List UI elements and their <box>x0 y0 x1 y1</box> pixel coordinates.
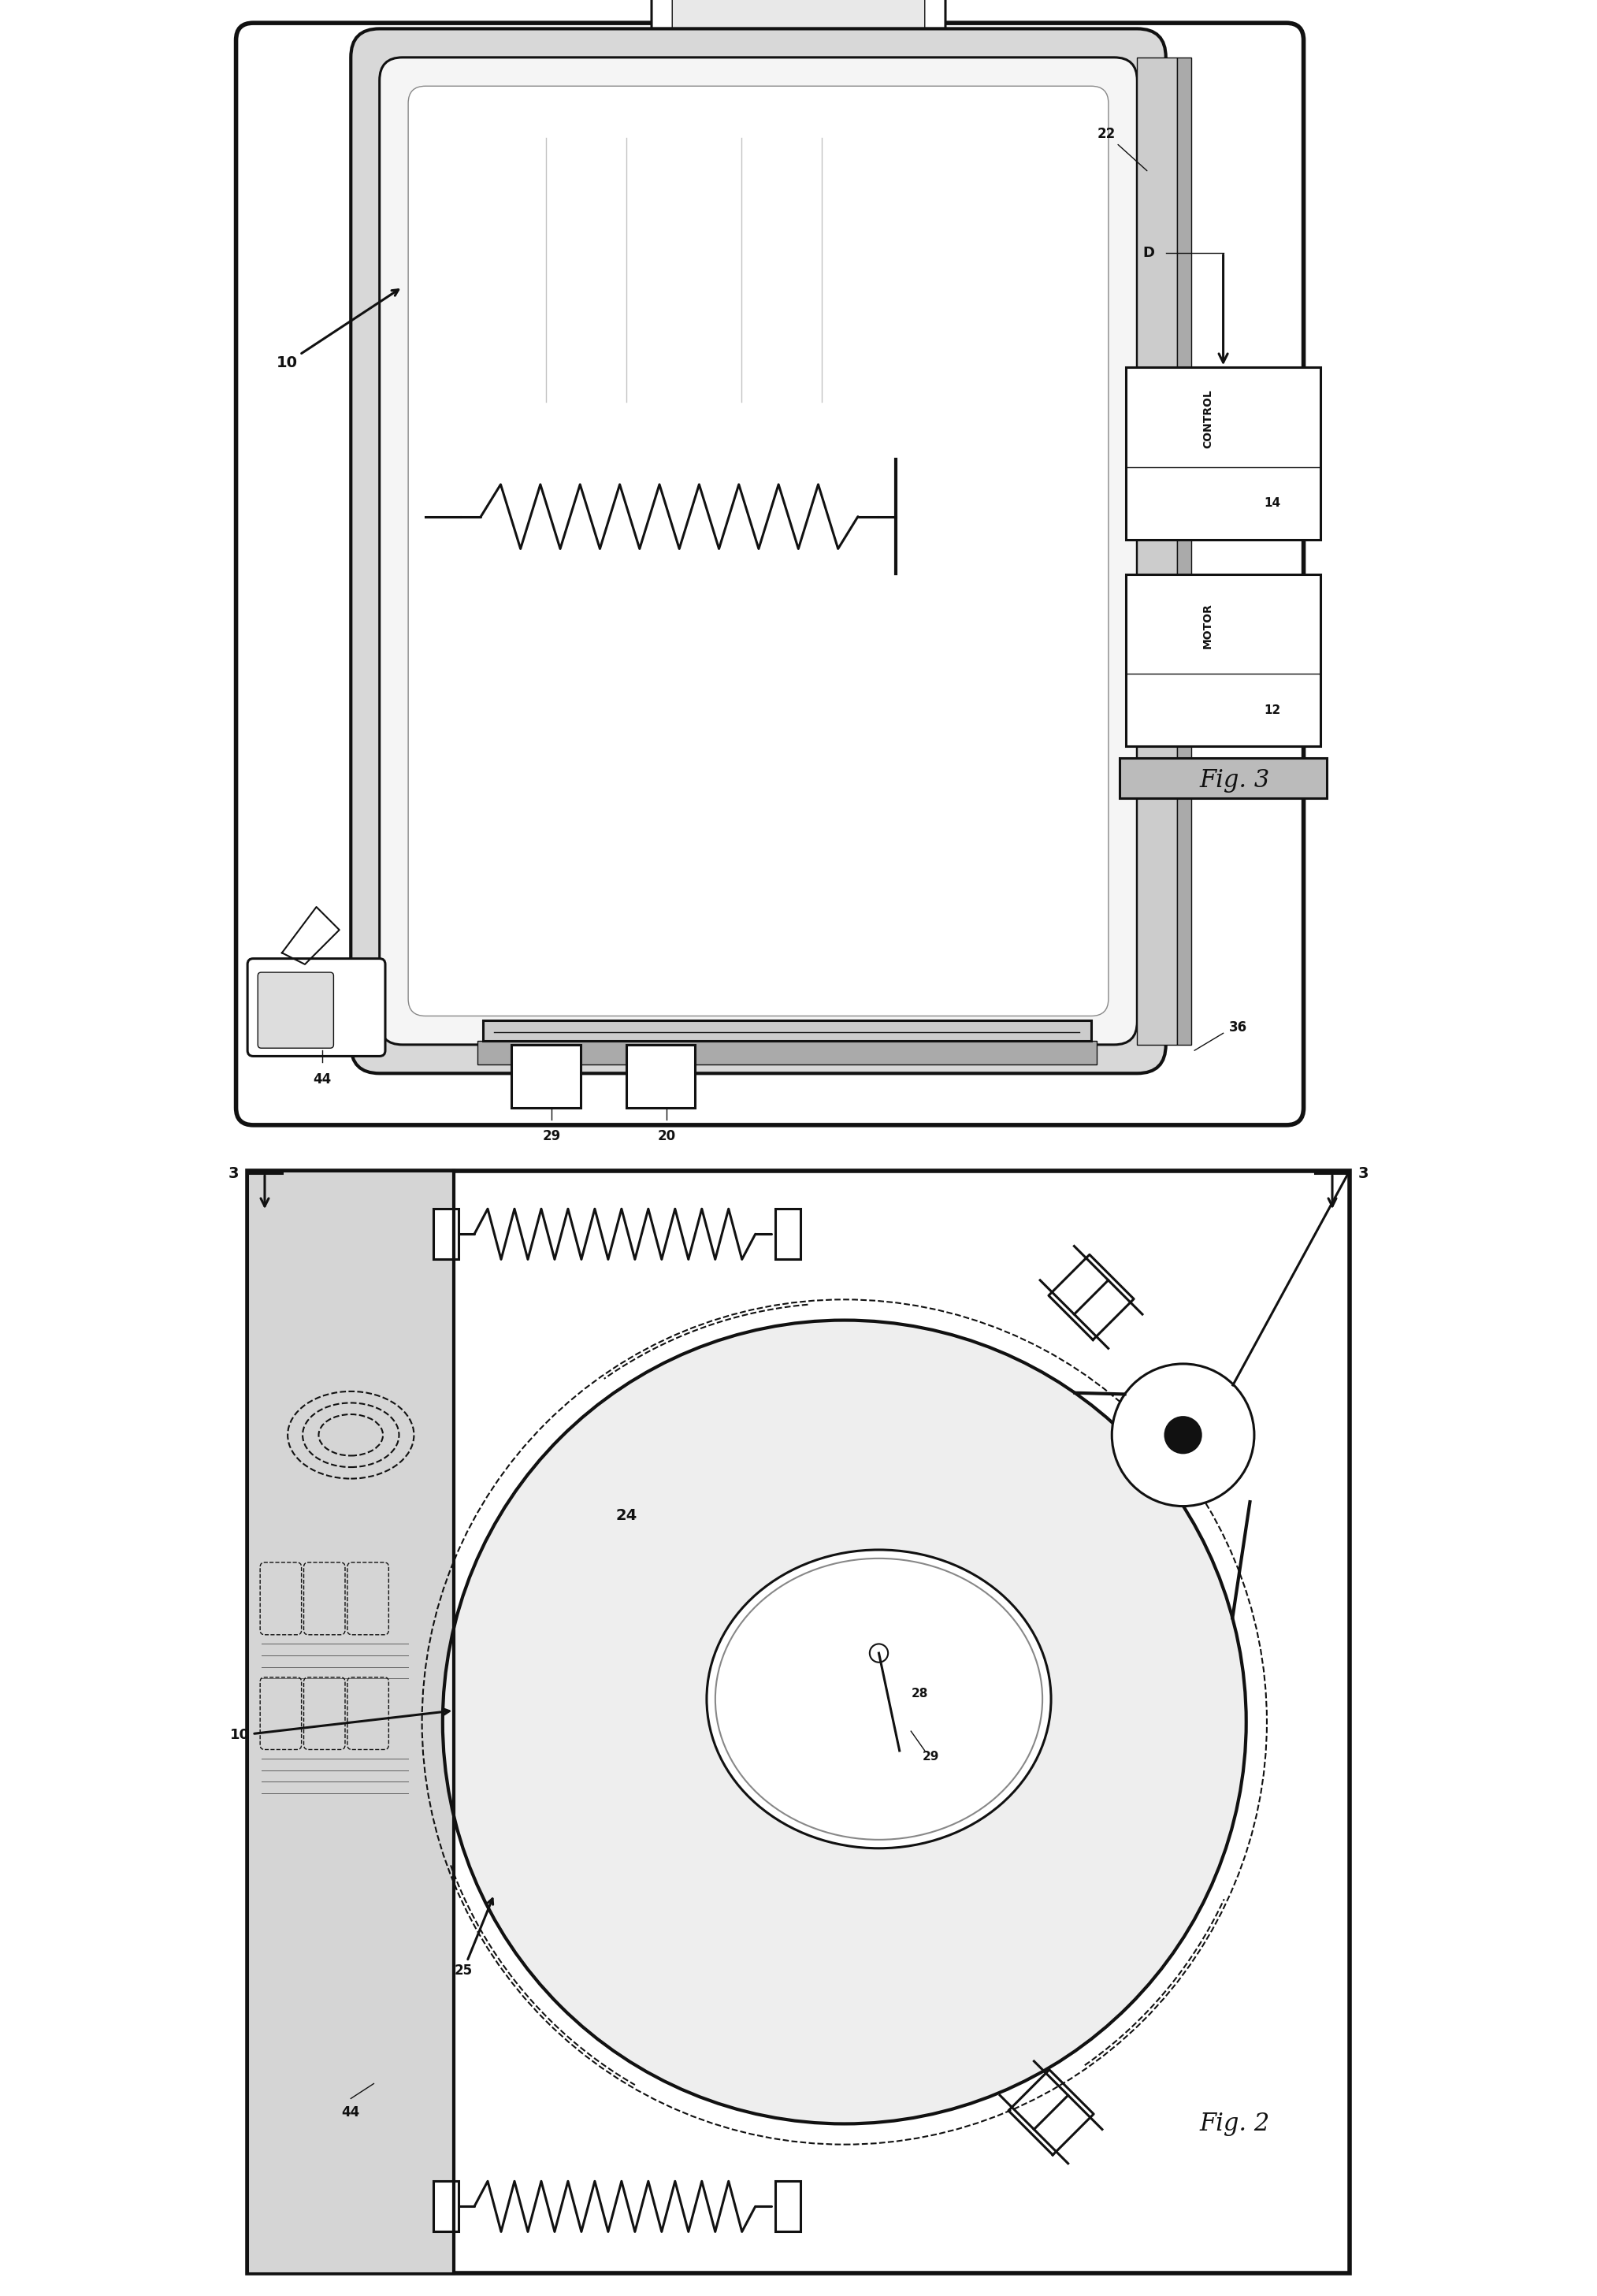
Bar <box>482 1019 1091 1042</box>
Text: 29: 29 <box>543 1130 561 1143</box>
Text: 3: 3 <box>228 1166 240 1180</box>
Text: CONTROL: CONTROL <box>1203 390 1214 448</box>
Bar <box>478 1040 1097 1065</box>
Bar <box>1126 574 1321 746</box>
Text: 3: 3 <box>1357 1166 1369 1180</box>
Bar <box>1119 758 1327 799</box>
FancyBboxPatch shape <box>652 0 945 73</box>
Text: 44: 44 <box>342 2105 359 2119</box>
Text: Fig. 3: Fig. 3 <box>1199 769 1270 792</box>
Bar <box>511 1045 580 1109</box>
Text: 29: 29 <box>923 1750 939 1763</box>
Circle shape <box>442 1320 1246 2124</box>
Bar <box>776 1208 800 1258</box>
Text: 44: 44 <box>313 1072 331 1086</box>
Text: 28: 28 <box>910 1688 928 1699</box>
Bar <box>776 2181 800 2232</box>
Text: 10: 10 <box>230 1708 449 1743</box>
Bar <box>248 1171 454 2273</box>
Bar <box>433 2181 458 2232</box>
Text: 22: 22 <box>1097 126 1147 170</box>
Circle shape <box>870 1644 888 1662</box>
FancyBboxPatch shape <box>380 57 1137 1045</box>
FancyBboxPatch shape <box>672 0 925 53</box>
Text: D: D <box>1143 246 1155 259</box>
Text: 14: 14 <box>1263 498 1281 510</box>
Bar <box>1126 367 1321 540</box>
Bar <box>1177 57 1191 1045</box>
Circle shape <box>1166 1417 1201 1453</box>
Ellipse shape <box>706 1550 1051 1848</box>
Text: MOTOR: MOTOR <box>1203 604 1214 647</box>
Ellipse shape <box>715 1559 1043 1839</box>
Text: 10: 10 <box>276 289 398 370</box>
FancyBboxPatch shape <box>257 974 334 1047</box>
FancyBboxPatch shape <box>351 28 1166 1075</box>
FancyBboxPatch shape <box>409 85 1108 1015</box>
Text: 12: 12 <box>1263 705 1281 716</box>
FancyBboxPatch shape <box>248 960 385 1056</box>
Text: Fig. 2: Fig. 2 <box>1199 2112 1270 2135</box>
Bar <box>626 1045 695 1109</box>
Text: 36: 36 <box>1230 1019 1247 1035</box>
Text: 20: 20 <box>658 1130 676 1143</box>
Circle shape <box>1112 1364 1254 1506</box>
Text: 25: 25 <box>454 1899 493 1977</box>
Bar <box>1137 57 1177 1045</box>
FancyBboxPatch shape <box>236 23 1303 1125</box>
Text: 24: 24 <box>615 1508 637 1522</box>
Bar <box>433 1208 458 1258</box>
